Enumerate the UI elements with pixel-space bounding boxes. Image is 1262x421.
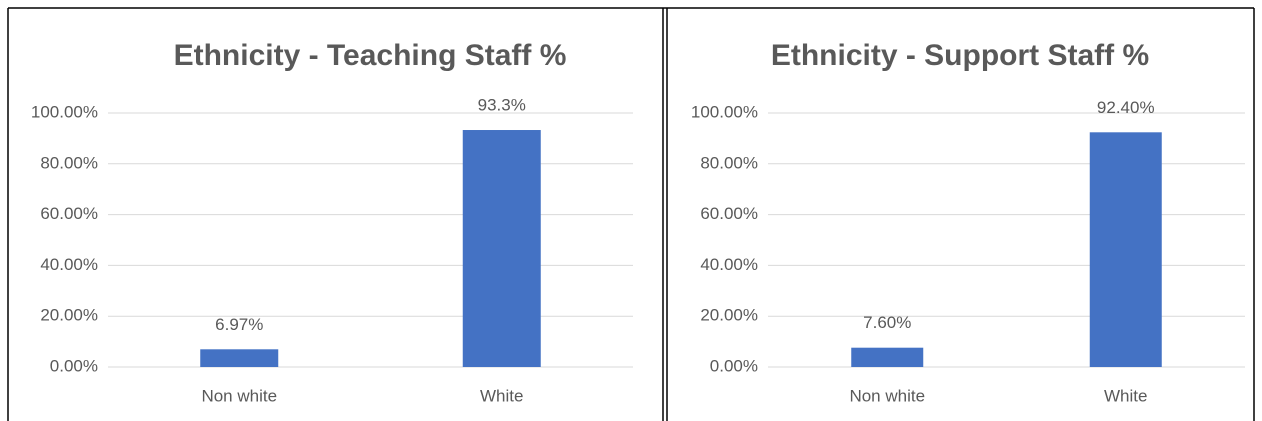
y-tick-label: 20.00% (40, 306, 98, 325)
x-tick-label: White (480, 386, 523, 405)
bar (1089, 132, 1162, 367)
y-tick-label: 0.00% (710, 356, 758, 375)
x-tick-label: Non white (849, 386, 925, 405)
data-label: 93.3% (478, 96, 526, 115)
data-label: 92.40% (1097, 98, 1155, 117)
x-tick-label: White (1104, 386, 1147, 405)
y-tick-label: 100.00% (691, 102, 758, 121)
y-tick-label: 60.00% (700, 204, 758, 223)
chart-title: Ethnicity - Teaching Staff % (174, 39, 567, 72)
y-tick-label: 40.00% (700, 255, 758, 274)
bar (462, 130, 541, 367)
y-tick-label: 60.00% (40, 204, 98, 223)
y-tick-label: 20.00% (700, 306, 758, 325)
bar (851, 347, 924, 367)
data-label: 7.60% (863, 313, 911, 332)
bar (200, 349, 279, 367)
y-tick-label: 80.00% (700, 153, 758, 172)
y-tick-label: 80.00% (40, 153, 98, 172)
y-tick-label: 100.00% (31, 102, 98, 121)
chart-title: Ethnicity - Support Staff % (771, 39, 1149, 72)
data-label: 6.97% (215, 315, 263, 334)
x-tick-label: Non white (201, 386, 277, 405)
y-tick-label: 0.00% (50, 356, 98, 375)
y-tick-label: 40.00% (40, 255, 98, 274)
